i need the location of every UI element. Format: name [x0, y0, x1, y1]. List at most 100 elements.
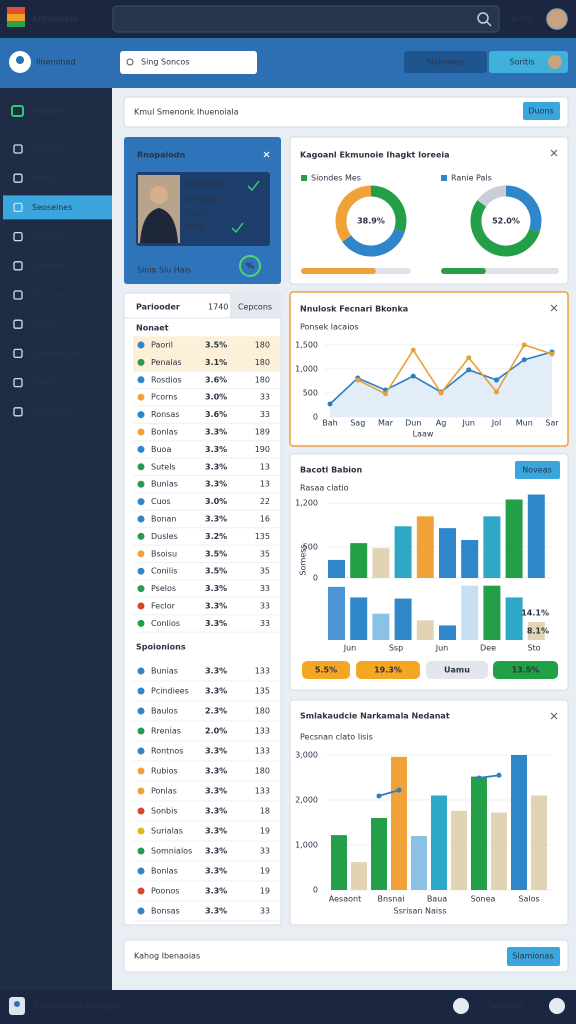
row-count: 133: [255, 667, 270, 676]
row-icon: [137, 687, 145, 695]
pill-label[interactable]: 13.5%: [512, 666, 540, 675]
row-name[interactable]: Surialas: [151, 827, 183, 836]
row-name[interactable]: Bsoisu: [151, 549, 177, 558]
row-count: 19: [260, 827, 270, 836]
sidebar-item[interactable]: Daring: [32, 320, 59, 329]
bar: [350, 597, 368, 640]
row-name[interactable]: Bonlas: [151, 867, 178, 876]
header-button-label[interactable]: Duons: [528, 107, 553, 116]
row-value: 3.5%: [205, 549, 227, 558]
row-name[interactable]: Rontnos: [151, 747, 183, 756]
row-name[interactable]: Pcindiees: [151, 687, 189, 696]
x-axis-label: Laaw: [413, 430, 434, 439]
row-count: 190: [255, 445, 270, 454]
row-value: 3.3%: [205, 602, 227, 611]
row-icon: [137, 341, 145, 349]
profile-badge[interactable]: [239, 255, 261, 277]
row-name[interactable]: Bonan: [151, 515, 176, 524]
donut-segment: [477, 185, 507, 207]
profile-line: Sasio: [184, 209, 205, 218]
row-icon: [137, 480, 145, 488]
row-name[interactable]: Conilis: [151, 567, 177, 576]
sidebar-item[interactable]: Suonios: [32, 145, 63, 154]
x-tick-label: Sonea: [471, 895, 496, 904]
row-icon: [137, 411, 145, 419]
footer-button[interactable]: [507, 947, 560, 966]
row-name[interactable]: Feclor: [151, 602, 176, 611]
close-icon: [550, 304, 558, 312]
donut-segment: [335, 185, 372, 242]
line-point: [355, 377, 361, 383]
sidebar-icon: [13, 290, 23, 300]
pill[interactable]: [426, 661, 488, 679]
row-name[interactable]: Dusles: [151, 532, 178, 541]
row-value: 3.3%: [205, 787, 227, 796]
bar: [411, 836, 427, 890]
sidebar-item[interactable]: Seoseines: [32, 203, 72, 212]
row-name[interactable]: Bonsas: [151, 907, 180, 916]
row-name[interactable]: Bunlas: [151, 480, 178, 489]
sub-button-label[interactable]: Soritis: [509, 58, 534, 67]
sidebar-item[interactable]: Fuenliss: [32, 107, 69, 116]
pill[interactable]: [356, 661, 420, 679]
row-icon: [137, 463, 145, 471]
sidebar-item[interactable]: Diropios: [32, 291, 65, 300]
row-name[interactable]: Sonbis: [151, 807, 178, 816]
row-name[interactable]: Pcorns: [151, 393, 178, 402]
sidebar-item[interactable]: Soodiniaia: [32, 407, 74, 416]
x-axis-label: Ssrisan Naiss: [394, 907, 447, 916]
row-icon: [137, 602, 145, 610]
sidebar-item[interactable]: Sumdiss: [32, 232, 66, 241]
donut-segment: [505, 185, 542, 232]
pill-label[interactable]: 5.5%: [315, 666, 337, 675]
row-name[interactable]: Somnialos: [151, 847, 192, 856]
header-button[interactable]: [523, 102, 560, 120]
footer-button-label[interactable]: Slamionas: [512, 952, 553, 961]
row-name[interactable]: Paoril: [151, 341, 173, 350]
row-name[interactable]: Penalas: [151, 358, 182, 367]
bottom-button[interactable]: [549, 998, 565, 1014]
row-name[interactable]: Conlios: [151, 619, 180, 628]
pill[interactable]: [302, 661, 350, 679]
row-count: 16: [260, 515, 270, 524]
tab[interactable]: Pariooder: [136, 303, 180, 312]
row-name[interactable]: Bunias: [151, 667, 178, 676]
row-name[interactable]: Ponlas: [151, 787, 177, 796]
logo: [7, 21, 25, 27]
x-tick-label: Jun: [435, 644, 449, 653]
sub-button-label[interactable]: Siciooses: [427, 58, 464, 67]
row-count: 33: [260, 907, 270, 916]
row-icon: [137, 667, 145, 675]
sidebar-item[interactable]: Sturis: [32, 174, 55, 183]
tab[interactable]: 1740: [208, 303, 228, 312]
sidebar-item[interactable]: Sovgdenlors: [32, 349, 81, 358]
tab[interactable]: Cepcons: [238, 303, 272, 312]
row-name[interactable]: Ronsas: [151, 410, 179, 419]
row-name[interactable]: Rubios: [151, 767, 178, 776]
y-tick-label: 1,200: [295, 499, 318, 508]
sidebar-item[interactable]: Souniiors: [32, 261, 69, 270]
row-name[interactable]: Buoa: [151, 445, 171, 454]
row-name[interactable]: Cuos: [151, 497, 171, 506]
sub-button[interactable]: [404, 51, 487, 73]
row-name[interactable]: Bonlas: [151, 428, 178, 437]
chart-button[interactable]: [515, 461, 560, 479]
row-name[interactable]: Baulos: [151, 707, 178, 716]
row-name[interactable]: Sutels: [151, 462, 176, 471]
pill-label[interactable]: Uamu: [444, 666, 470, 675]
sidebar-item[interactable]: Sooing: [32, 378, 59, 387]
row-name[interactable]: Poonos: [151, 887, 179, 896]
chart-button-label[interactable]: Noveas: [522, 466, 552, 475]
profile-badge-label[interactable]: %: [246, 262, 254, 271]
bottom-button[interactable]: [453, 998, 469, 1014]
sub-button[interactable]: [489, 51, 568, 73]
avatar[interactable]: [546, 8, 568, 30]
row-name[interactable]: Pselos: [151, 584, 176, 593]
donut-segment: [470, 200, 540, 257]
pill-label[interactable]: 19.3%: [374, 666, 402, 675]
row-name[interactable]: Rrenias: [151, 727, 181, 736]
row-value: 3.5%: [205, 567, 227, 576]
pill[interactable]: [493, 661, 558, 679]
legend-label: Ranie Pals: [451, 174, 492, 183]
row-name[interactable]: Rosdios: [151, 375, 182, 384]
